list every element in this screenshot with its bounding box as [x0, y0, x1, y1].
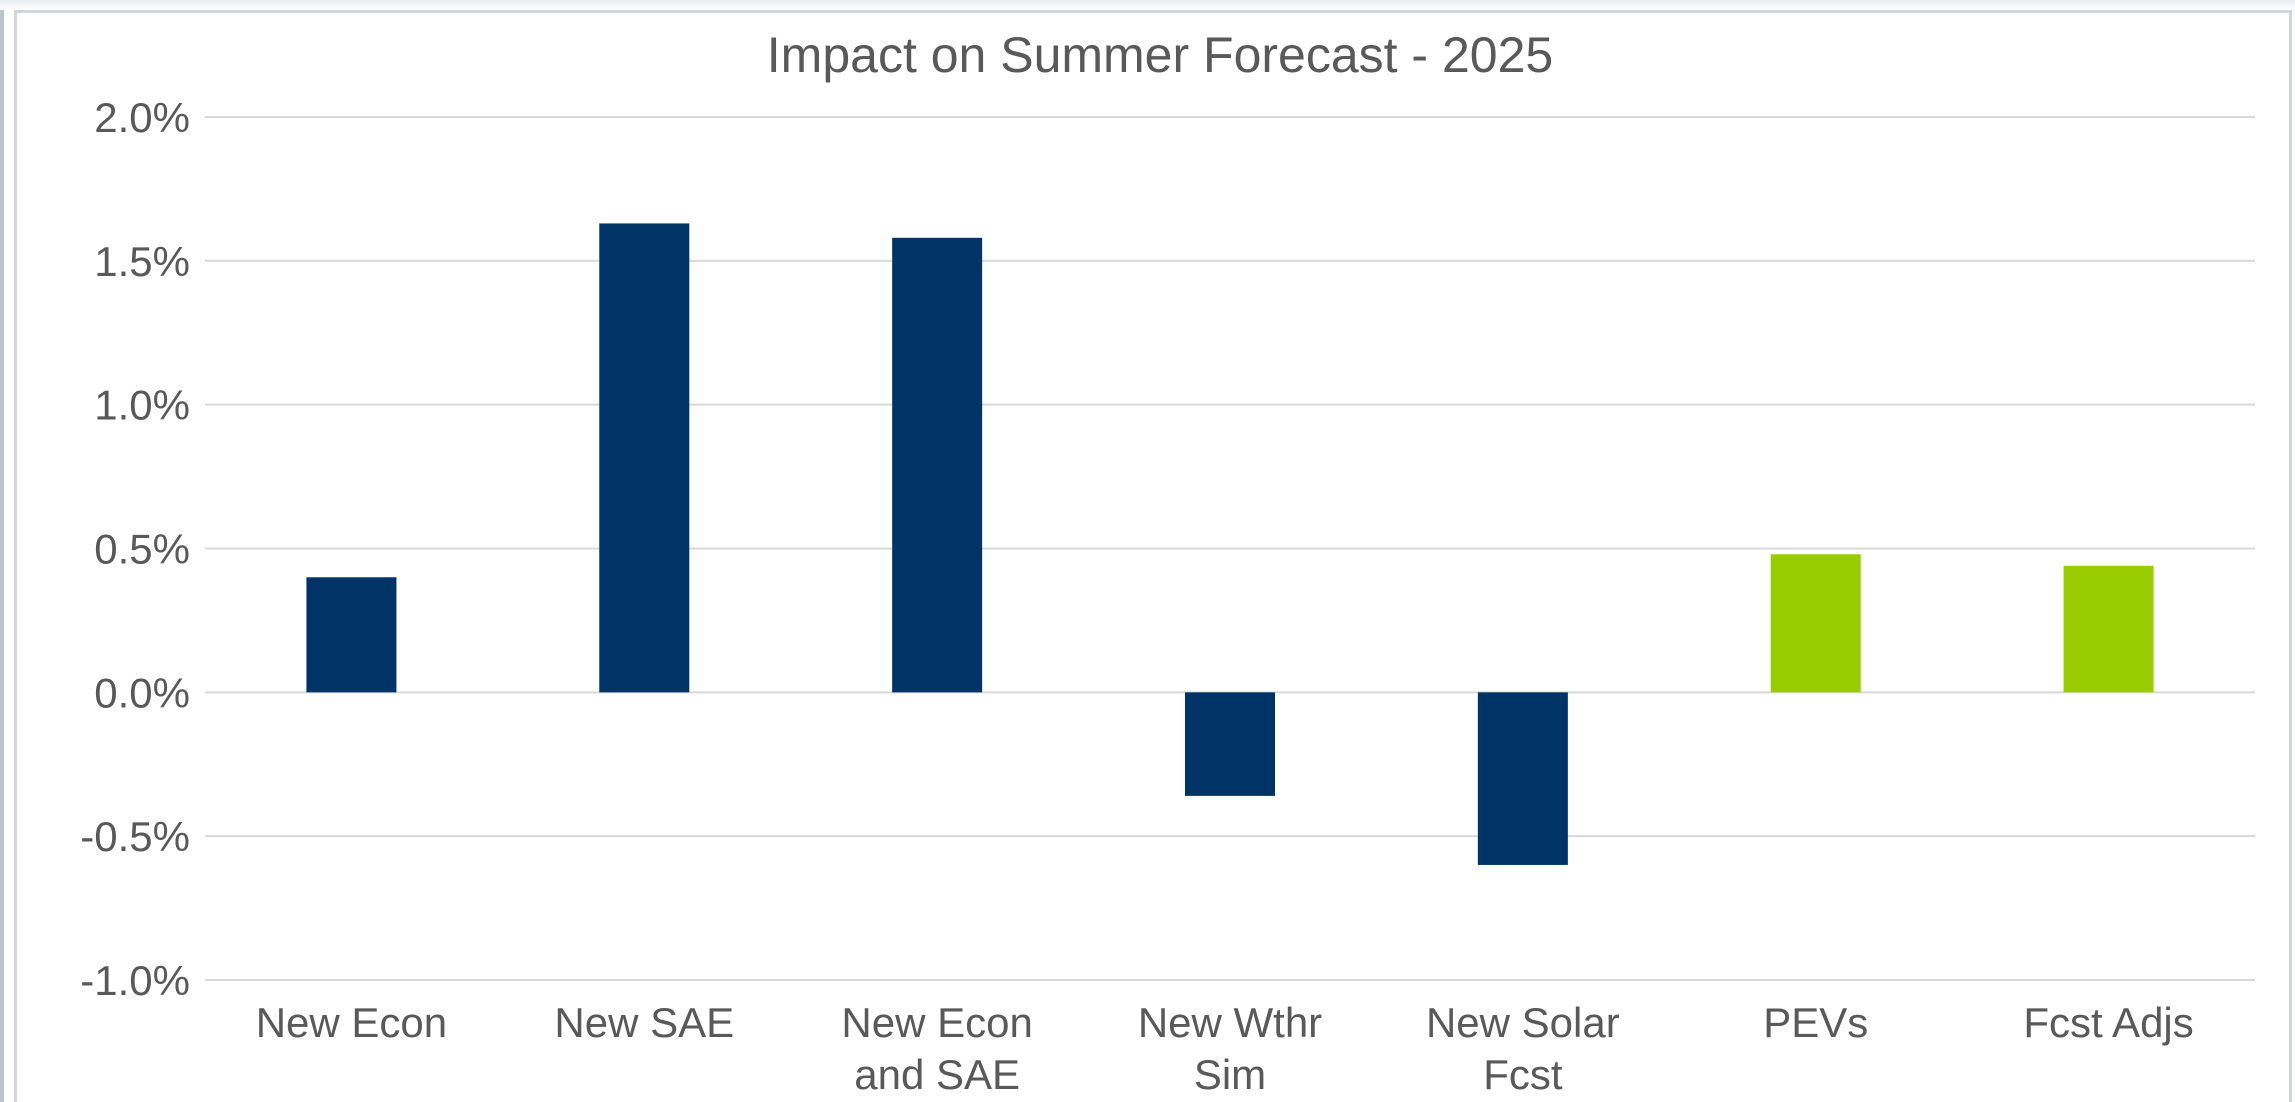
y-tick-label: 1.5%	[94, 238, 190, 285]
chart-border	[14, 10, 2292, 1102]
x-tick-label: New Solar Fcst	[1426, 999, 1620, 1098]
chart-title: Impact on Summer Forecast - 2025	[767, 27, 1553, 83]
y-tick-label: 0.0%	[94, 669, 190, 716]
bar	[1477, 692, 1568, 865]
x-tick-label: New SAE	[554, 999, 734, 1046]
y-axis: 2.0% 1.5% 1.0% 0.5% 0.0% -0.5% -1.0%	[80, 94, 190, 1004]
bar	[306, 577, 397, 693]
x-tick-label: PEVs	[1763, 999, 1868, 1046]
x-tick-label: Fcst Adjs	[2023, 999, 2193, 1046]
bar	[1185, 692, 1275, 796]
x-tick-label: New Econ	[256, 999, 447, 1046]
x-tick-label: New Econ and SAE	[841, 999, 1032, 1098]
y-tick-label: 0.5%	[94, 526, 190, 573]
x-tick-label: New Wthr Sim	[1138, 999, 1322, 1098]
bar	[1770, 554, 1861, 693]
y-tick-label: -1.0%	[80, 957, 190, 1004]
x-axis: New Econ New SAE New Econ and SAE New Wthr Si…	[256, 999, 2194, 1098]
gridlines	[205, 116, 2255, 981]
bar	[892, 237, 983, 693]
bars	[306, 223, 2154, 865]
bar	[599, 223, 690, 693]
y-tick-label: 1.0%	[94, 382, 190, 429]
y-tick-label: 2.0%	[94, 94, 190, 141]
bar	[2063, 565, 2154, 693]
top-decoration	[0, 0, 2295, 10]
y-tick-label: -0.5%	[80, 813, 190, 860]
